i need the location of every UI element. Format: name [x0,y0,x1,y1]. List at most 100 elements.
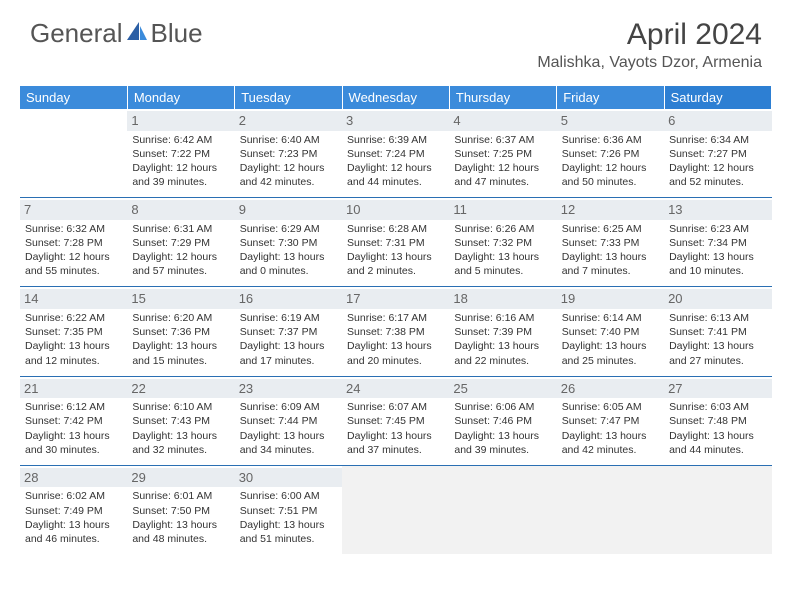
day-number: 13 [664,200,771,220]
day-number: 18 [449,289,556,309]
brand-logo: General Blue [30,18,203,49]
calendar-cell: 29Sunrise: 6:01 AMSunset: 7:50 PMDayligh… [127,465,234,554]
calendar-row: .1Sunrise: 6:42 AMSunset: 7:22 PMDayligh… [20,109,772,198]
sunrise-line: Sunrise: 6:17 AM [347,311,444,325]
calendar-cell: 26Sunrise: 6:05 AMSunset: 7:47 PMDayligh… [557,376,664,465]
day-number: 22 [127,379,234,399]
sunset-line: Sunset: 7:25 PM [454,147,551,161]
daylight-line: Daylight: 13 hours and 22 minutes. [454,339,551,367]
daylight-line: Daylight: 13 hours and 42 minutes. [562,429,659,457]
sunset-line: Sunset: 7:34 PM [669,236,766,250]
sunrise-line: Sunrise: 6:39 AM [347,133,444,147]
sunset-line: Sunset: 7:33 PM [562,236,659,250]
sunrise-line: Sunrise: 6:12 AM [25,400,122,414]
sunrise-line: Sunrise: 6:20 AM [132,311,229,325]
sunrise-line: Sunrise: 6:19 AM [240,311,337,325]
daylight-line: Daylight: 13 hours and 12 minutes. [25,339,122,367]
sunrise-line: Sunrise: 6:36 AM [562,133,659,147]
day-number: 5 [557,111,664,131]
day-info: Sunrise: 6:31 AMSunset: 7:29 PMDaylight:… [132,222,229,279]
daylight-line: Daylight: 13 hours and 25 minutes. [562,339,659,367]
day-info: Sunrise: 6:28 AMSunset: 7:31 PMDaylight:… [347,222,444,279]
sunrise-line: Sunrise: 6:01 AM [132,489,229,503]
day-info: Sunrise: 6:05 AMSunset: 7:47 PMDaylight:… [562,400,659,457]
daylight-line: Daylight: 12 hours and 55 minutes. [25,250,122,278]
sunrise-line: Sunrise: 6:05 AM [562,400,659,414]
sunset-line: Sunset: 7:28 PM [25,236,122,250]
daylight-line: Daylight: 12 hours and 57 minutes. [132,250,229,278]
daylight-line: Daylight: 13 hours and 37 minutes. [347,429,444,457]
daylight-line: Daylight: 13 hours and 34 minutes. [240,429,337,457]
calendar-body: .1Sunrise: 6:42 AMSunset: 7:22 PMDayligh… [20,109,772,554]
title-block: April 2024 Malishka, Vayots Dzor, Armeni… [537,18,762,72]
sunrise-line: Sunrise: 6:07 AM [347,400,444,414]
daylight-line: Daylight: 13 hours and 32 minutes. [132,429,229,457]
sunset-line: Sunset: 7:44 PM [240,414,337,428]
page-header: General Blue April 2024 Malishka, Vayots… [0,0,792,80]
calendar-cell: 19Sunrise: 6:14 AMSunset: 7:40 PMDayligh… [557,287,664,376]
calendar-cell: 15Sunrise: 6:20 AMSunset: 7:36 PMDayligh… [127,287,234,376]
calendar-cell: 10Sunrise: 6:28 AMSunset: 7:31 PMDayligh… [342,198,449,287]
day-number: 30 [235,468,342,488]
sunrise-line: Sunrise: 6:06 AM [454,400,551,414]
day-info: Sunrise: 6:10 AMSunset: 7:43 PMDaylight:… [132,400,229,457]
weekday-header: Tuesday [235,86,342,109]
calendar-cell: 22Sunrise: 6:10 AMSunset: 7:43 PMDayligh… [127,376,234,465]
sunset-line: Sunset: 7:46 PM [454,414,551,428]
sunset-line: Sunset: 7:41 PM [669,325,766,339]
daylight-line: Daylight: 12 hours and 47 minutes. [454,161,551,189]
daylight-line: Daylight: 12 hours and 50 minutes. [562,161,659,189]
day-info: Sunrise: 6:06 AMSunset: 7:46 PMDaylight:… [454,400,551,457]
day-info: Sunrise: 6:29 AMSunset: 7:30 PMDaylight:… [240,222,337,279]
day-number: 10 [342,200,449,220]
day-number: 27 [664,379,771,399]
sunset-line: Sunset: 7:29 PM [132,236,229,250]
day-number: 24 [342,379,449,399]
calendar-cell: 14Sunrise: 6:22 AMSunset: 7:35 PMDayligh… [20,287,127,376]
day-info: Sunrise: 6:26 AMSunset: 7:32 PMDaylight:… [454,222,551,279]
sunset-line: Sunset: 7:42 PM [25,414,122,428]
weekday-header: Monday [127,86,234,109]
sunrise-line: Sunrise: 6:37 AM [454,133,551,147]
calendar-cell: 12Sunrise: 6:25 AMSunset: 7:33 PMDayligh… [557,198,664,287]
day-number: 15 [127,289,234,309]
daylight-line: Daylight: 13 hours and 30 minutes. [25,429,122,457]
sunrise-line: Sunrise: 6:13 AM [669,311,766,325]
weekday-header: Sunday [20,86,127,109]
sunset-line: Sunset: 7:30 PM [240,236,337,250]
blank-cell: . [20,109,127,198]
sunset-line: Sunset: 7:27 PM [669,147,766,161]
daylight-line: Daylight: 13 hours and 39 minutes. [454,429,551,457]
sunrise-line: Sunrise: 6:26 AM [454,222,551,236]
sunrise-line: Sunrise: 6:10 AM [132,400,229,414]
sunset-line: Sunset: 7:22 PM [132,147,229,161]
daylight-line: Daylight: 13 hours and 17 minutes. [240,339,337,367]
calendar-cell: 20Sunrise: 6:13 AMSunset: 7:41 PMDayligh… [664,287,771,376]
sunrise-line: Sunrise: 6:16 AM [454,311,551,325]
day-number: 21 [20,379,127,399]
day-number: 28 [20,468,127,488]
sunrise-line: Sunrise: 6:00 AM [240,489,337,503]
day-number: 11 [449,200,556,220]
calendar-cell: 6Sunrise: 6:34 AMSunset: 7:27 PMDaylight… [664,109,771,198]
daylight-line: Daylight: 13 hours and 10 minutes. [669,250,766,278]
location-subtitle: Malishka, Vayots Dzor, Armenia [537,54,762,72]
sunset-line: Sunset: 7:48 PM [669,414,766,428]
calendar-cell: 8Sunrise: 6:31 AMSunset: 7:29 PMDaylight… [127,198,234,287]
sunrise-line: Sunrise: 6:09 AM [240,400,337,414]
sail-icon [125,18,149,49]
calendar-cell: 11Sunrise: 6:26 AMSunset: 7:32 PMDayligh… [449,198,556,287]
sunset-line: Sunset: 7:49 PM [25,504,122,518]
weekday-header: Wednesday [342,86,449,109]
day-number: 29 [127,468,234,488]
sunset-line: Sunset: 7:24 PM [347,147,444,161]
day-number: 7 [20,200,127,220]
day-info: Sunrise: 6:12 AMSunset: 7:42 PMDaylight:… [25,400,122,457]
calendar-cell: 28Sunrise: 6:02 AMSunset: 7:49 PMDayligh… [20,465,127,554]
sunset-line: Sunset: 7:35 PM [25,325,122,339]
weekday-header: Saturday [664,86,771,109]
day-number: 20 [664,289,771,309]
day-number: 8 [127,200,234,220]
calendar-cell: 16Sunrise: 6:19 AMSunset: 7:37 PMDayligh… [235,287,342,376]
day-info: Sunrise: 6:14 AMSunset: 7:40 PMDaylight:… [562,311,659,368]
